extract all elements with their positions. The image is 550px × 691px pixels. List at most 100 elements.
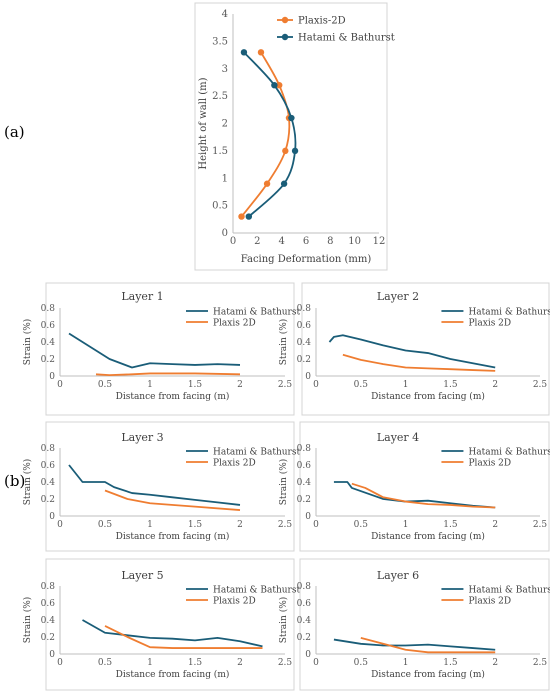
chart-L6-title: Layer 6 bbox=[377, 569, 419, 582]
chart-L4-series-line bbox=[351, 482, 496, 509]
chart-a-data-point bbox=[276, 81, 283, 89]
chart-a-x-label: Facing Deformation (mm) bbox=[241, 254, 372, 265]
chart-L2-legend-label: Hatami & Bathurst bbox=[468, 308, 550, 318]
chart-a-frame bbox=[194, 2, 388, 271]
chart-a-legend-marker bbox=[281, 16, 289, 24]
chart-L4-y-tick-label: 0.4 bbox=[297, 478, 312, 488]
chart-L5-x-tick-label: 2 bbox=[237, 658, 243, 668]
chart-a-y-tick-label: 1 bbox=[222, 173, 228, 184]
chart-L1-x-tick-label: 1.5 bbox=[188, 380, 203, 390]
chart-a-y-label: Height of wall (m) bbox=[198, 77, 209, 169]
chart-L6-y-tick-label: 0.4 bbox=[297, 616, 312, 626]
chart-L4-title: Layer 4 bbox=[377, 431, 419, 444]
chart-a-data-point bbox=[280, 180, 288, 187]
chart-L3-y-tick-label: 0 bbox=[49, 512, 55, 522]
chart-L5-y-tick-label: 0.6 bbox=[41, 599, 56, 609]
chart-L5-legend-label: Plaxis 2D bbox=[213, 597, 256, 607]
chart-L3-x-tick-label: 1 bbox=[147, 520, 153, 530]
chart-L3-x-tick-label: 0.5 bbox=[98, 520, 113, 530]
chart-L1-x-label: Distance from facing (m) bbox=[116, 391, 230, 402]
chart-a-x-tick-label: 4 bbox=[278, 236, 284, 247]
chart-L6-x-tick-label: 1.5 bbox=[443, 658, 458, 668]
chart-L5-x-tick-label: 0 bbox=[57, 658, 63, 668]
chart-L6-legend-label: Hatami & Bathurst bbox=[468, 586, 550, 596]
chart-L2-frame bbox=[301, 282, 550, 416]
chart-L1-title: Layer 1 bbox=[121, 290, 163, 303]
chart-L4-legend-label: Plaxis 2D bbox=[468, 459, 511, 469]
chart-L5-frame bbox=[45, 558, 295, 691]
chart-L2-x-label: Distance from facing (m) bbox=[371, 391, 485, 402]
chart-L1-y-tick-label: 0 bbox=[49, 372, 55, 382]
chart-L2-y-tick-label: 0.4 bbox=[297, 338, 312, 348]
chart-L4-x-tick-label: 2 bbox=[492, 520, 498, 530]
chart-a-data-point bbox=[257, 49, 265, 56]
chart-L3-x-tick-label: 2.5 bbox=[278, 520, 293, 530]
chart-L2-x-tick-label: 2.5 bbox=[533, 380, 548, 390]
chart-L5-y-label: Strain (%) bbox=[22, 597, 33, 644]
chart-L4-y-tick-label: 0.6 bbox=[297, 461, 312, 471]
chart-L5-x-tick-label: 0.5 bbox=[98, 658, 113, 668]
chart-a-legend-label: Plaxis-2D bbox=[298, 16, 346, 27]
chart-L4-frame bbox=[299, 421, 550, 552]
chart-L1-x-tick-label: 0 bbox=[57, 380, 63, 390]
chart-L4-legend-label: Hatami & Bathurst bbox=[468, 448, 550, 458]
chart-L5-x-label: Distance from facing (m) bbox=[116, 669, 230, 680]
chart-L2-y-tick-label: 0 bbox=[305, 372, 311, 382]
chart-L2-x-tick-label: 2 bbox=[492, 380, 498, 390]
chart-L1-y-tick-label: 0.2 bbox=[41, 355, 55, 365]
panel-label-a: (a) bbox=[4, 123, 25, 141]
chart-L1-x-tick-label: 1 bbox=[147, 380, 153, 390]
chart-L4-y-tick-label: 0.2 bbox=[297, 495, 311, 505]
chart-L6-x-tick-label: 0 bbox=[313, 658, 319, 668]
chart-L5-series-line bbox=[104, 625, 263, 649]
chart-L3-x-label: Distance from facing (m) bbox=[116, 531, 230, 542]
chart-a-y-tick-label: 2 bbox=[222, 119, 228, 130]
chart-L5-y-tick-label: 0.8 bbox=[41, 582, 56, 592]
chart-L2-x-tick-label: 0.5 bbox=[354, 380, 369, 390]
chart-a-data-point bbox=[245, 213, 253, 220]
chart-L1-y-label: Strain (%) bbox=[22, 319, 33, 366]
chart-L2-y-label: Strain (%) bbox=[278, 319, 289, 366]
chart-a-y-tick-label: 3 bbox=[222, 64, 228, 75]
chart-L3-legend-label: Plaxis 2D bbox=[213, 459, 256, 469]
chart-L6-y-tick-label: 0 bbox=[305, 650, 311, 660]
chart-L5-legend-label: Hatami & Bathurst bbox=[213, 586, 300, 596]
chart-L2-series-line bbox=[342, 353, 496, 372]
chart-a-data-point bbox=[291, 147, 299, 155]
chart-L5-x-tick-label: 2.5 bbox=[278, 658, 293, 668]
chart-L1-series-line bbox=[95, 372, 241, 377]
chart-L3-y-tick-label: 0.2 bbox=[41, 495, 55, 505]
chart-a-data-point bbox=[263, 180, 271, 187]
chart-L5-x-tick-label: 1.5 bbox=[188, 658, 203, 668]
chart-L4-x-tick-label: 0.5 bbox=[354, 520, 369, 530]
chart-a-data-point bbox=[271, 81, 278, 89]
chart-L2-series-line bbox=[328, 334, 496, 369]
chart-a-y-tick-label: 2.5 bbox=[212, 91, 228, 102]
chart-a-series-line bbox=[243, 51, 297, 218]
chart-L3-x-tick-label: 0 bbox=[57, 520, 63, 530]
chart-a-data-point bbox=[282, 147, 289, 155]
chart-L3-x-tick-label: 1.5 bbox=[188, 520, 203, 530]
chart-a-data-point bbox=[240, 49, 248, 56]
chart-L6-y-tick-label: 0.2 bbox=[297, 633, 311, 643]
chart-L6-y-tick-label: 0.6 bbox=[297, 599, 312, 609]
chart-L3-series-line bbox=[104, 489, 241, 511]
chart-a-y-tick-label: 1.5 bbox=[212, 146, 228, 157]
chart-L6-y-label: Strain (%) bbox=[278, 597, 289, 644]
chart-L3-frame bbox=[45, 421, 295, 552]
panel-label-b: (b) bbox=[4, 472, 26, 490]
chart-L3-x-tick-label: 2 bbox=[237, 520, 243, 530]
chart-L2-title: Layer 2 bbox=[377, 290, 419, 303]
chart-L6-x-tick-label: 1 bbox=[403, 658, 409, 668]
chart-L5-series-line bbox=[82, 619, 263, 648]
chart-L6-series-line bbox=[333, 638, 496, 651]
chart-L3-series-line bbox=[68, 464, 241, 506]
chart-a-y-tick-label: 3.5 bbox=[212, 36, 228, 47]
chart-a-x-tick-label: 0 bbox=[230, 236, 236, 247]
chart-a-x-tick-label: 6 bbox=[303, 236, 309, 247]
chart-L6-frame bbox=[299, 558, 550, 691]
chart-L4-x-tick-label: 1 bbox=[403, 520, 409, 530]
chart-a-y-tick-label: 4 bbox=[222, 9, 228, 20]
chart-L6-x-label: Distance from facing (m) bbox=[371, 669, 485, 680]
chart-L6-x-tick-label: 2.5 bbox=[533, 658, 548, 668]
